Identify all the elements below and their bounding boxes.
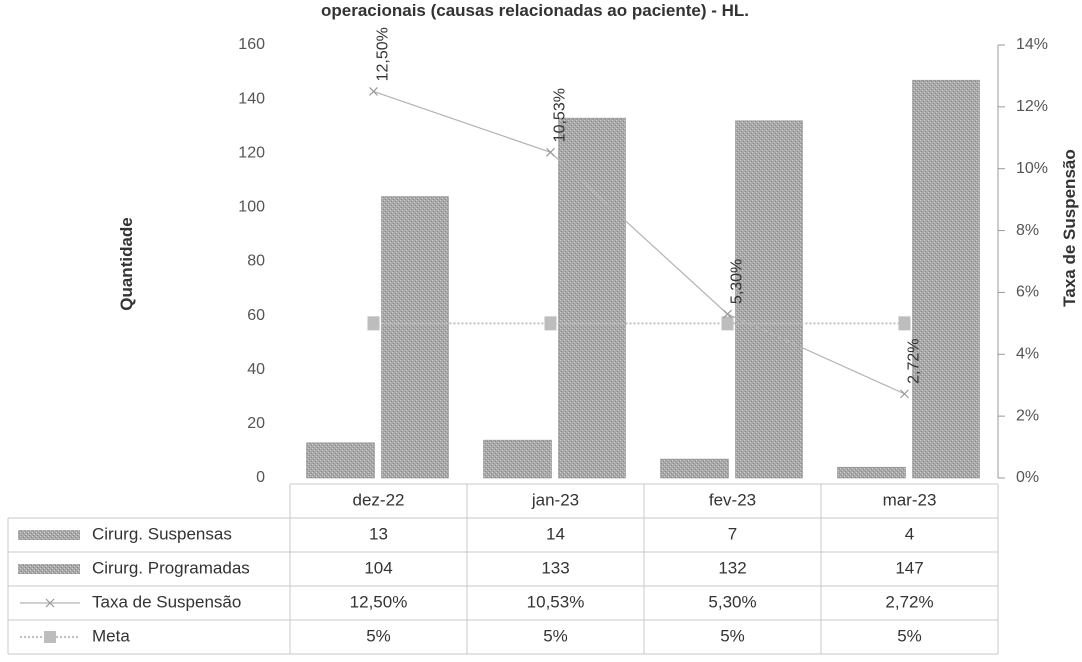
table-cell: 104 — [364, 558, 392, 577]
taxa-marker — [546, 147, 555, 157]
taxa-data-label: 5,30% — [729, 259, 746, 304]
y2-tick-label: 2% — [1016, 407, 1039, 424]
y-tick-label: 20 — [247, 415, 265, 432]
y-tick-label: 40 — [247, 361, 265, 378]
table-cell: 133 — [541, 558, 569, 577]
table-cell: 7 — [728, 524, 737, 543]
y2-axis-ticks: 0% 2% 4% 6% 8% 10% 12% 14% — [998, 36, 1048, 486]
y2-tick-label: 14% — [1016, 36, 1048, 53]
meta-marker — [544, 316, 557, 331]
table-cell: 147 — [895, 558, 923, 577]
category-label: jan-23 — [531, 490, 579, 509]
table-cell: 13 — [369, 524, 388, 543]
y-tick-label: 100 — [238, 199, 265, 216]
y-tick-label: 160 — [238, 36, 265, 53]
y2-tick-label: 10% — [1016, 160, 1048, 177]
y2-tick-label: 12% — [1016, 98, 1048, 115]
y-tick-label: 80 — [247, 253, 265, 270]
table-cell: 132 — [718, 558, 746, 577]
legend-key-marker — [44, 631, 56, 643]
y-tick-label: 140 — [238, 90, 265, 107]
bar-cirurg-suspensas — [306, 442, 375, 479]
bars — [306, 79, 980, 479]
y2-axis-label: Taxa de Suspensão — [1060, 149, 1079, 306]
table-cell: 5% — [543, 626, 568, 645]
category-label: fev-23 — [709, 490, 756, 509]
category-label: dez-22 — [353, 490, 405, 509]
taxa-marker — [900, 389, 909, 399]
y2-tick-label: 6% — [1016, 284, 1039, 301]
table-cell: 5% — [720, 626, 745, 645]
taxa-marker — [369, 86, 378, 96]
y2-tick-label: 4% — [1016, 346, 1039, 363]
y2-tick-label: 0% — [1016, 469, 1039, 486]
taxa-data-label: 10,53% — [552, 88, 569, 142]
y2-tick-label: 8% — [1016, 222, 1039, 239]
taxa-marker — [723, 309, 732, 319]
bar-cirurg-suspensas — [483, 439, 552, 479]
taxa-data-label: 12,50% — [375, 27, 392, 81]
table-cell: 10,53% — [527, 592, 585, 611]
meta-marker — [367, 316, 380, 331]
taxa-data-label: 2,72% — [906, 338, 923, 383]
legend-key-marker — [45, 598, 55, 608]
y-tick-label: 60 — [247, 307, 265, 324]
table-cell: 5% — [897, 626, 922, 645]
table-cell: 4 — [905, 524, 914, 543]
legend-key-bar — [18, 564, 80, 574]
bar-cirurg-suspensas — [837, 466, 906, 479]
data-table: dez-22 jan-23 fev-23 mar-23 Cirurg. Suspensa… — [7, 483, 999, 655]
table-cell: 14 — [546, 524, 565, 543]
table-cell: 2,72% — [885, 592, 933, 611]
bar-cirurg-programadas — [558, 117, 626, 479]
table-cell: 5% — [366, 626, 391, 645]
series-name: Cirurg. Suspensas — [92, 524, 232, 543]
series-name: Taxa de Suspensão — [92, 592, 241, 611]
category-label: mar-23 — [883, 490, 937, 509]
y-tick-label: 0 — [256, 469, 265, 486]
y-axis-label: Quantidade — [117, 217, 136, 311]
taxa-line — [373, 90, 905, 395]
table-cell: 5,30% — [708, 592, 756, 611]
series-name: Meta — [92, 626, 130, 645]
table-cell: 12,50% — [350, 592, 408, 611]
series-name: Cirurg. Programadas — [92, 558, 250, 577]
bar-cirurg-programadas — [912, 79, 980, 479]
y-tick-label: 120 — [238, 144, 265, 161]
bar-cirurg-programadas — [735, 120, 803, 479]
bar-cirurg-programadas — [381, 196, 449, 479]
bar-cirurg-suspensas — [660, 458, 729, 479]
y-axis-ticks: 0 20 40 60 80 100 120 140 160 — [238, 36, 265, 486]
meta-marker — [721, 316, 734, 331]
chart-title: operacionais (causas relacionadas ao pac… — [321, 1, 749, 20]
lines: 12,50% 10,53% 5,30% 2,72% — [367, 27, 923, 399]
meta-marker — [898, 316, 911, 331]
legend-key-bar — [18, 530, 80, 540]
